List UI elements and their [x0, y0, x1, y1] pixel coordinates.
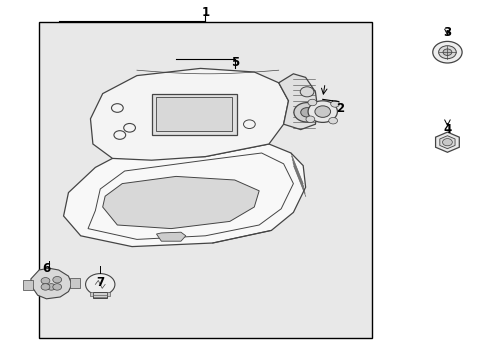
Polygon shape [90, 68, 288, 160]
Circle shape [41, 284, 50, 290]
Circle shape [47, 284, 56, 290]
Bar [23, 280, 33, 290]
Polygon shape [156, 232, 185, 241]
Polygon shape [435, 132, 458, 152]
Polygon shape [278, 74, 317, 130]
Circle shape [307, 99, 316, 106]
Circle shape [305, 116, 314, 122]
Bar [70, 278, 80, 288]
Circle shape [328, 117, 337, 124]
Circle shape [111, 104, 123, 112]
Circle shape [114, 131, 125, 139]
Bar [39, 22, 371, 338]
Text: 7: 7 [96, 276, 104, 289]
Text: 3: 3 [443, 26, 450, 39]
Text: 2: 2 [335, 102, 343, 114]
Circle shape [300, 87, 313, 97]
Polygon shape [439, 136, 454, 149]
Polygon shape [88, 153, 293, 239]
Circle shape [442, 139, 451, 146]
Bar [156, 97, 232, 131]
Text: 4: 4 [443, 123, 450, 136]
Circle shape [53, 284, 61, 290]
Circle shape [293, 103, 320, 122]
Bar [93, 292, 107, 298]
Text: 6: 6 [42, 262, 50, 275]
Bar [106, 292, 110, 296]
Circle shape [85, 274, 115, 295]
Circle shape [243, 120, 255, 129]
Circle shape [438, 46, 455, 59]
Circle shape [53, 276, 61, 283]
Circle shape [330, 101, 339, 107]
Circle shape [300, 108, 313, 117]
Text: 5: 5 [230, 57, 238, 69]
Circle shape [314, 106, 330, 117]
Bar [151, 94, 237, 135]
Circle shape [123, 123, 135, 132]
Circle shape [41, 278, 50, 284]
Polygon shape [102, 176, 259, 229]
Text: 1: 1 [201, 6, 209, 19]
Polygon shape [63, 144, 305, 247]
Bar [90, 292, 93, 296]
Circle shape [442, 49, 451, 55]
Polygon shape [31, 268, 72, 299]
Circle shape [307, 101, 337, 122]
Circle shape [432, 41, 461, 63]
